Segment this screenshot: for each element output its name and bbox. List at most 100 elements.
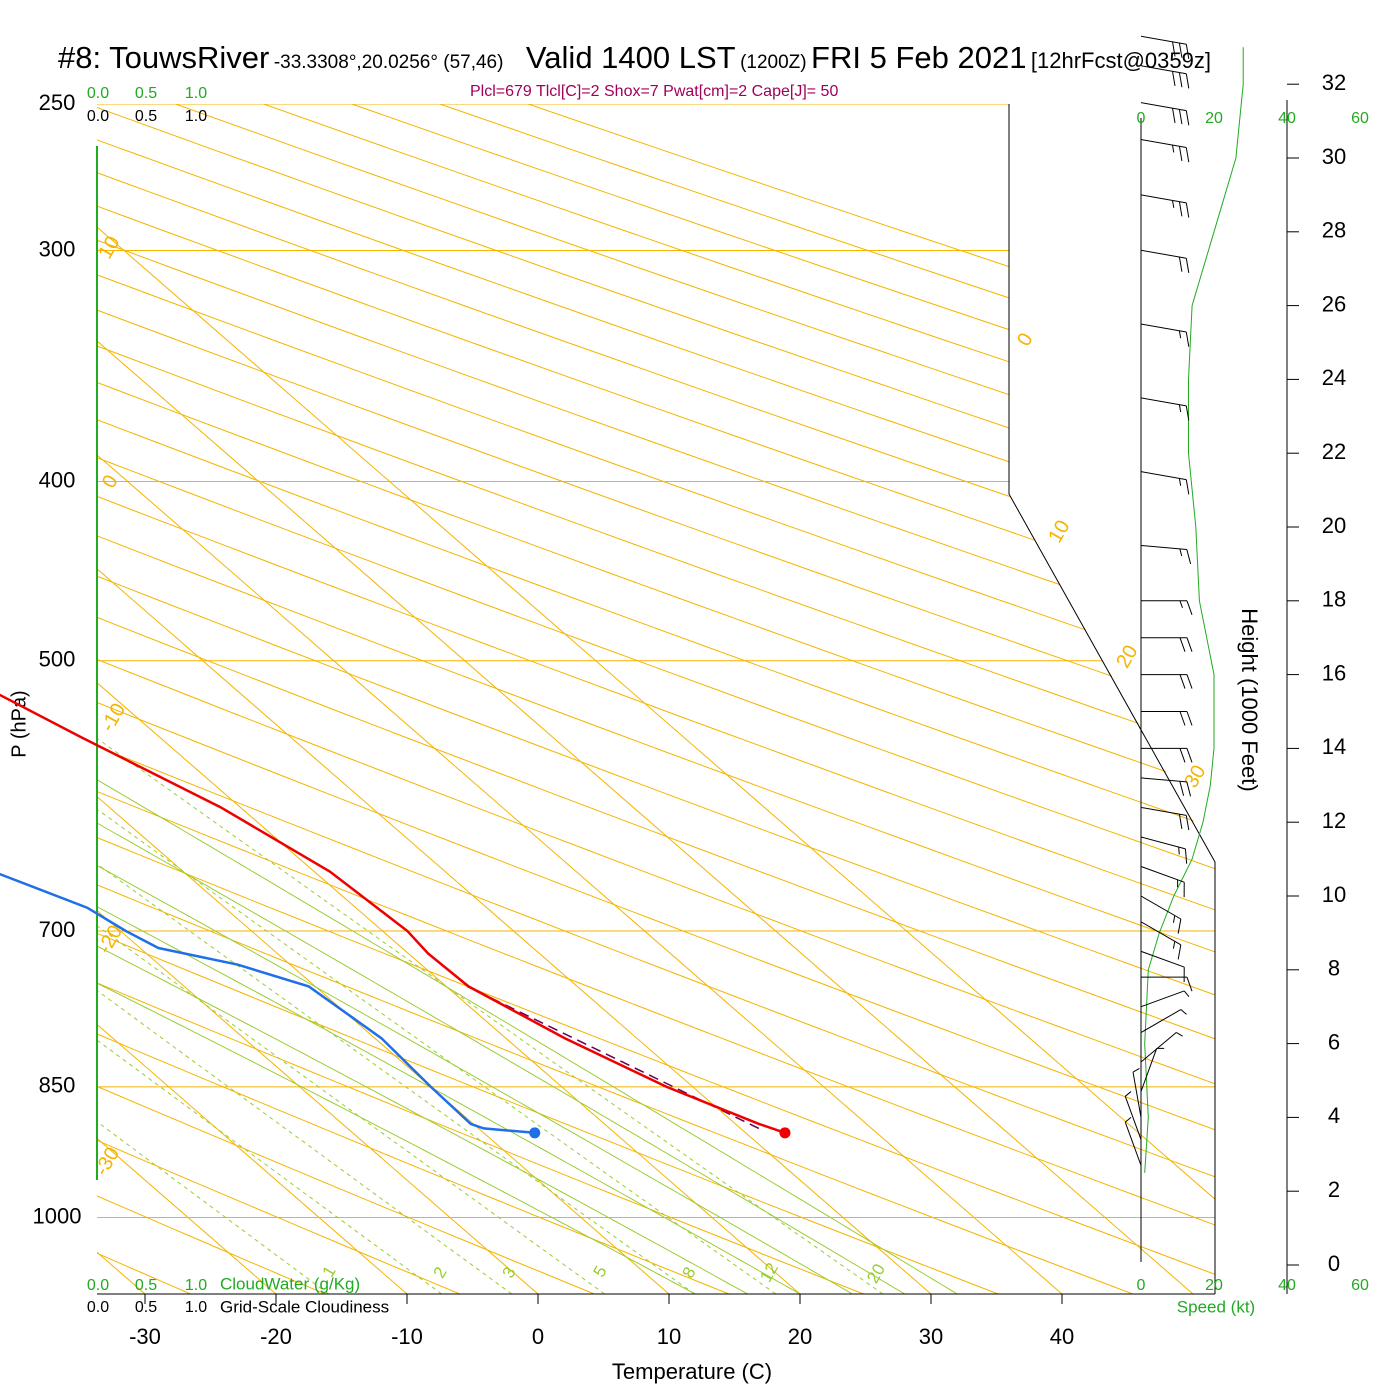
wind-barb-shaft [1140, 102, 1187, 112]
cloud-scale-top-green: 1.0 [185, 85, 207, 102]
wind-barb [1141, 637, 1193, 652]
mixing-ratio-label: 3 [499, 1264, 520, 1282]
height-tick-label: 2 [1328, 1177, 1340, 1202]
wind-barb-shaft [1140, 397, 1187, 407]
wind-barb-flag [1172, 108, 1176, 123]
wind-barb-shaft [1140, 471, 1187, 481]
dry-adiabat [97, 381, 1215, 790]
height-tick-label: 4 [1328, 1103, 1340, 1128]
wind-barb-half-flag [1124, 1091, 1132, 1097]
wind-barb-flag [1185, 479, 1190, 495]
wind-barb-flag [1185, 202, 1190, 218]
pressure-tick-label: 850 [39, 1073, 76, 1098]
dry-adiabat [97, 575, 1215, 996]
wind-barb-half-flag [1179, 548, 1183, 557]
wind-barb [1140, 471, 1190, 495]
mixing-ratio-line [97, 925, 605, 1294]
isotherm-line [97, 226, 1215, 1200]
wind-barb [1124, 1091, 1142, 1140]
wind-barb-shaft [1140, 1009, 1182, 1033]
cloud-scale-bottom-black: 0.0 [87, 1299, 109, 1316]
mixing-ratio-line [97, 737, 884, 1294]
wind-barb-shaft [1140, 65, 1187, 75]
height-axis-label: Height (1000 Feet) [1237, 608, 1262, 791]
wind-barb-flag [1179, 781, 1185, 796]
grid-layer [97, 104, 1215, 1294]
wind-barb [1141, 976, 1193, 992]
pressure-tick-label: 250 [39, 90, 76, 115]
moist-adiabat [97, 945, 748, 1294]
wind-barb-half-flag [1132, 1067, 1140, 1073]
speed-tick-bottom: 0 [1137, 1277, 1146, 1294]
wind-barb [1140, 139, 1190, 163]
dry-adiabat [97, 1195, 326, 1294]
dry-adiabat [97, 205, 1215, 603]
isotherm-line [97, 568, 932, 1294]
wind-barb-half-flag [1172, 145, 1175, 153]
isotherm-line [97, 340, 1194, 1294]
wind-barb [1140, 249, 1190, 273]
wind-barb-shaft [1140, 35, 1187, 45]
wind-barb-flag [1172, 71, 1176, 87]
wind-barb [1124, 1117, 1142, 1166]
isotherm-label: -10 [97, 700, 131, 736]
x-tick-label: 10 [657, 1324, 681, 1349]
cloud-scale-bottom-green: 0.0 [87, 1277, 109, 1294]
wind-barb-shaft [1140, 139, 1187, 149]
height-tick-label: 6 [1328, 1029, 1340, 1054]
wind-barb [1140, 323, 1190, 347]
speed-tick-top: 40 [1278, 110, 1296, 127]
dry-adiabat [97, 309, 1215, 713]
dry-adiabat [97, 982, 864, 1294]
speed-axis-label: Speed (kt) [1177, 1297, 1255, 1316]
dry-adiabat [97, 836, 1215, 1275]
wind-barb-shaft [1132, 1072, 1142, 1118]
wind-barb-shaft [1140, 921, 1182, 946]
x-tick-label: -20 [260, 1324, 292, 1349]
isotherm-line [97, 682, 801, 1294]
plot-boundary [1008, 104, 1216, 1294]
dry-adiabat [97, 932, 999, 1294]
wind-barb [1140, 65, 1190, 89]
wind-barb [1141, 747, 1193, 763]
dry-adiabat [97, 1139, 460, 1294]
moist-adiabat [97, 906, 801, 1294]
wind-barb-half-flag [1172, 915, 1176, 923]
moist-adiabat [97, 864, 853, 1294]
wind-barb [1140, 1032, 1183, 1063]
moist-adiabat [97, 822, 906, 1294]
wind-barb [1140, 194, 1190, 218]
x-tick-label: 30 [919, 1324, 943, 1349]
wind-barb-half-flag [1178, 404, 1182, 413]
speed-tick-top: 0 [1137, 110, 1146, 127]
height-tick-label: 24 [1322, 365, 1346, 390]
wind-barb-shaft [1140, 777, 1187, 783]
cloud-scale-bottom-green: 0.5 [135, 1277, 157, 1294]
mixing-ratio-line [97, 1039, 442, 1294]
wind-barb-half-flag [1180, 1009, 1187, 1015]
wind-barb [1132, 1067, 1142, 1118]
cloud-scale-bottom-black: 1.0 [185, 1299, 207, 1316]
chart-title: #8: TouwsRiver -33.3308°,20.0256° (57,46… [58, 40, 1211, 80]
boundary-mask [1009, 104, 1217, 862]
wind-barb [1140, 895, 1182, 934]
pressure-tick-label: 700 [39, 917, 76, 942]
mixing-ratio-line [97, 808, 777, 1294]
wind-barb-shaft [1140, 1048, 1158, 1092]
wind-barb-shaft [1140, 249, 1187, 259]
wind-barbs-group [1124, 35, 1193, 1166]
isotherm-label: 10 [94, 233, 124, 263]
wind-barb-shaft [1140, 950, 1185, 968]
dry-adiabat [97, 345, 1215, 751]
wind-barb-shaft [1140, 806, 1187, 816]
height-tick-label: 16 [1322, 660, 1346, 685]
wind-barb [1140, 836, 1188, 864]
wind-barb [1141, 600, 1193, 615]
moist-adiabat [97, 779, 958, 1294]
cloud-scale-top-black: 0.0 [87, 108, 109, 125]
pressure-tick-label: 300 [39, 236, 76, 261]
wind-barb-shaft [1124, 1096, 1142, 1140]
moist-adiabat [97, 982, 696, 1294]
wind-barb [1140, 990, 1190, 1008]
cloudwater-label: CloudWater (g/Kg) [220, 1274, 360, 1293]
